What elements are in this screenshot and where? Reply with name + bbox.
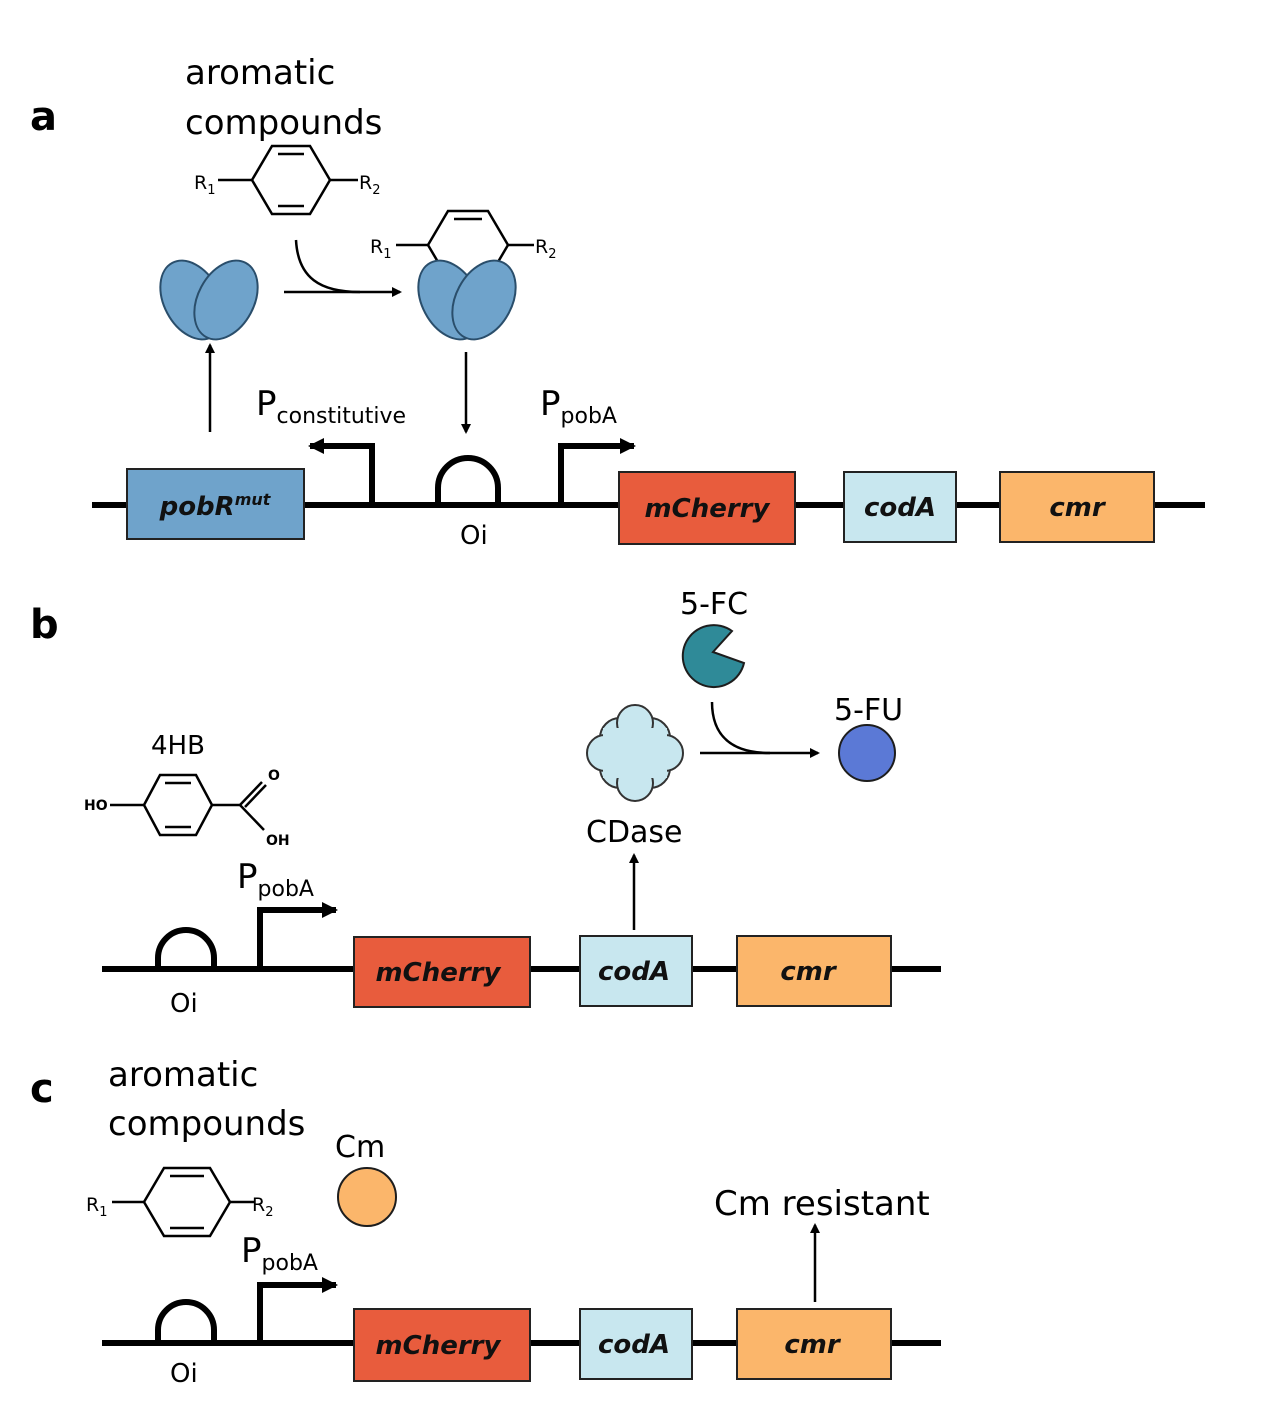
svg-text:codA: codA [598,1330,670,1360]
5fc-label: 5-FC [680,587,748,622]
aromatic-compounds-label-line2: compounds [185,103,382,143]
aromatic-compounds-label-line1: aromatic [185,53,335,93]
svg-text:OH: OH [266,833,290,849]
operator-oi-a [435,455,501,505]
promoter-poba-label-b: PpobA [237,857,314,902]
gene-coda-b: codA [579,935,693,1007]
gene-mcherry-c: mCherry [353,1308,531,1382]
operator-oi-c [155,1299,217,1343]
gene-mcherry-a: mCherry [618,471,796,545]
operator-label-c: Oi [170,1359,198,1389]
svg-text:cmr: cmr [1049,493,1107,523]
cdase-enzyme-icon [586,704,684,802]
conversion-curve [710,701,771,755]
svg-text:codA: codA [864,493,936,523]
4hb-label: 4HB [151,731,205,761]
r2-label-complex: R2 [535,236,556,262]
panel-label-a: a [30,94,57,140]
binding-curve [294,239,361,294]
promoter-poba-label-c: PpobA [241,1231,318,1276]
svg-text:pobRmut: pobRmut [159,490,272,522]
promoter-poba-label-a: PpobA [540,384,617,429]
r1-label-a: R1 [194,172,215,198]
promoter-poba-arrow-c [257,1277,338,1343]
promoter-poba-arrow-b [257,902,338,969]
cdase-label: CDase [586,815,683,850]
svg-text:cmr: cmr [784,1330,842,1360]
4hb-structure: HO O OH [84,768,290,849]
gene-coda-c: codA [579,1308,693,1380]
operator-label-b: Oi [170,989,198,1019]
5fc-molecule-icon [681,624,746,689]
gene-cmr-b: cmr [736,935,892,1007]
r2-label-c: R2 [252,1194,273,1220]
benzene-ring-free: R1 R2 [194,144,380,216]
aromatic-compounds-label-c-line2: compounds [108,1104,305,1144]
panel-label-b: b [30,602,59,648]
svg-text:mCherry: mCherry [376,1331,502,1361]
svg-text:HO: HO [84,798,108,814]
svg-text:mCherry: mCherry [376,958,502,988]
5fu-label: 5-FU [834,693,903,728]
promoter-constitutive-arrow [308,438,375,505]
5fu-molecule-icon [838,724,896,782]
r2-label-a: R2 [359,172,380,198]
cm-label: Cm [335,1130,385,1165]
r1-label-complex: R1 [370,236,391,262]
gene-cmr-a: cmr [999,471,1155,543]
benzene-ring-c: R1 R2 [86,1166,273,1238]
gene-mcherry-b: mCherry [353,936,531,1008]
cm-molecule-icon [337,1167,397,1227]
aromatic-compounds-label-c-line1: aromatic [108,1055,258,1095]
gene-cmr-c: cmr [736,1308,892,1380]
r1-label-c: R1 [86,1194,107,1220]
svg-text:mCherry: mCherry [645,494,771,524]
svg-text:cmr: cmr [780,957,838,987]
panel-a: a aromatic compounds R1 R2 R1 R2 [30,53,1205,551]
gene-pobr-mut: pobRmut [126,468,305,540]
operator-label-a: Oi [460,521,488,551]
svg-text:O: O [268,768,280,784]
pobr-protein-free-icon [159,259,259,341]
panel-c: c aromatic compounds R1 R2 Cm Cm resista… [30,1055,941,1389]
operator-oi-b [155,927,217,969]
promoter-poba-arrow-a [558,438,636,505]
panel-label-c: c [30,1066,54,1112]
cm-resistant-label: Cm resistant [714,1184,930,1224]
svg-text:codA: codA [598,957,670,987]
panel-b: b 5-FC 5-FU CDase 4HB [30,587,941,1019]
pobr-compound-complex-icon: R1 R2 [370,209,556,341]
gene-coda-a: codA [843,471,957,543]
promoter-constitutive-label: Pconstitutive [256,384,406,429]
